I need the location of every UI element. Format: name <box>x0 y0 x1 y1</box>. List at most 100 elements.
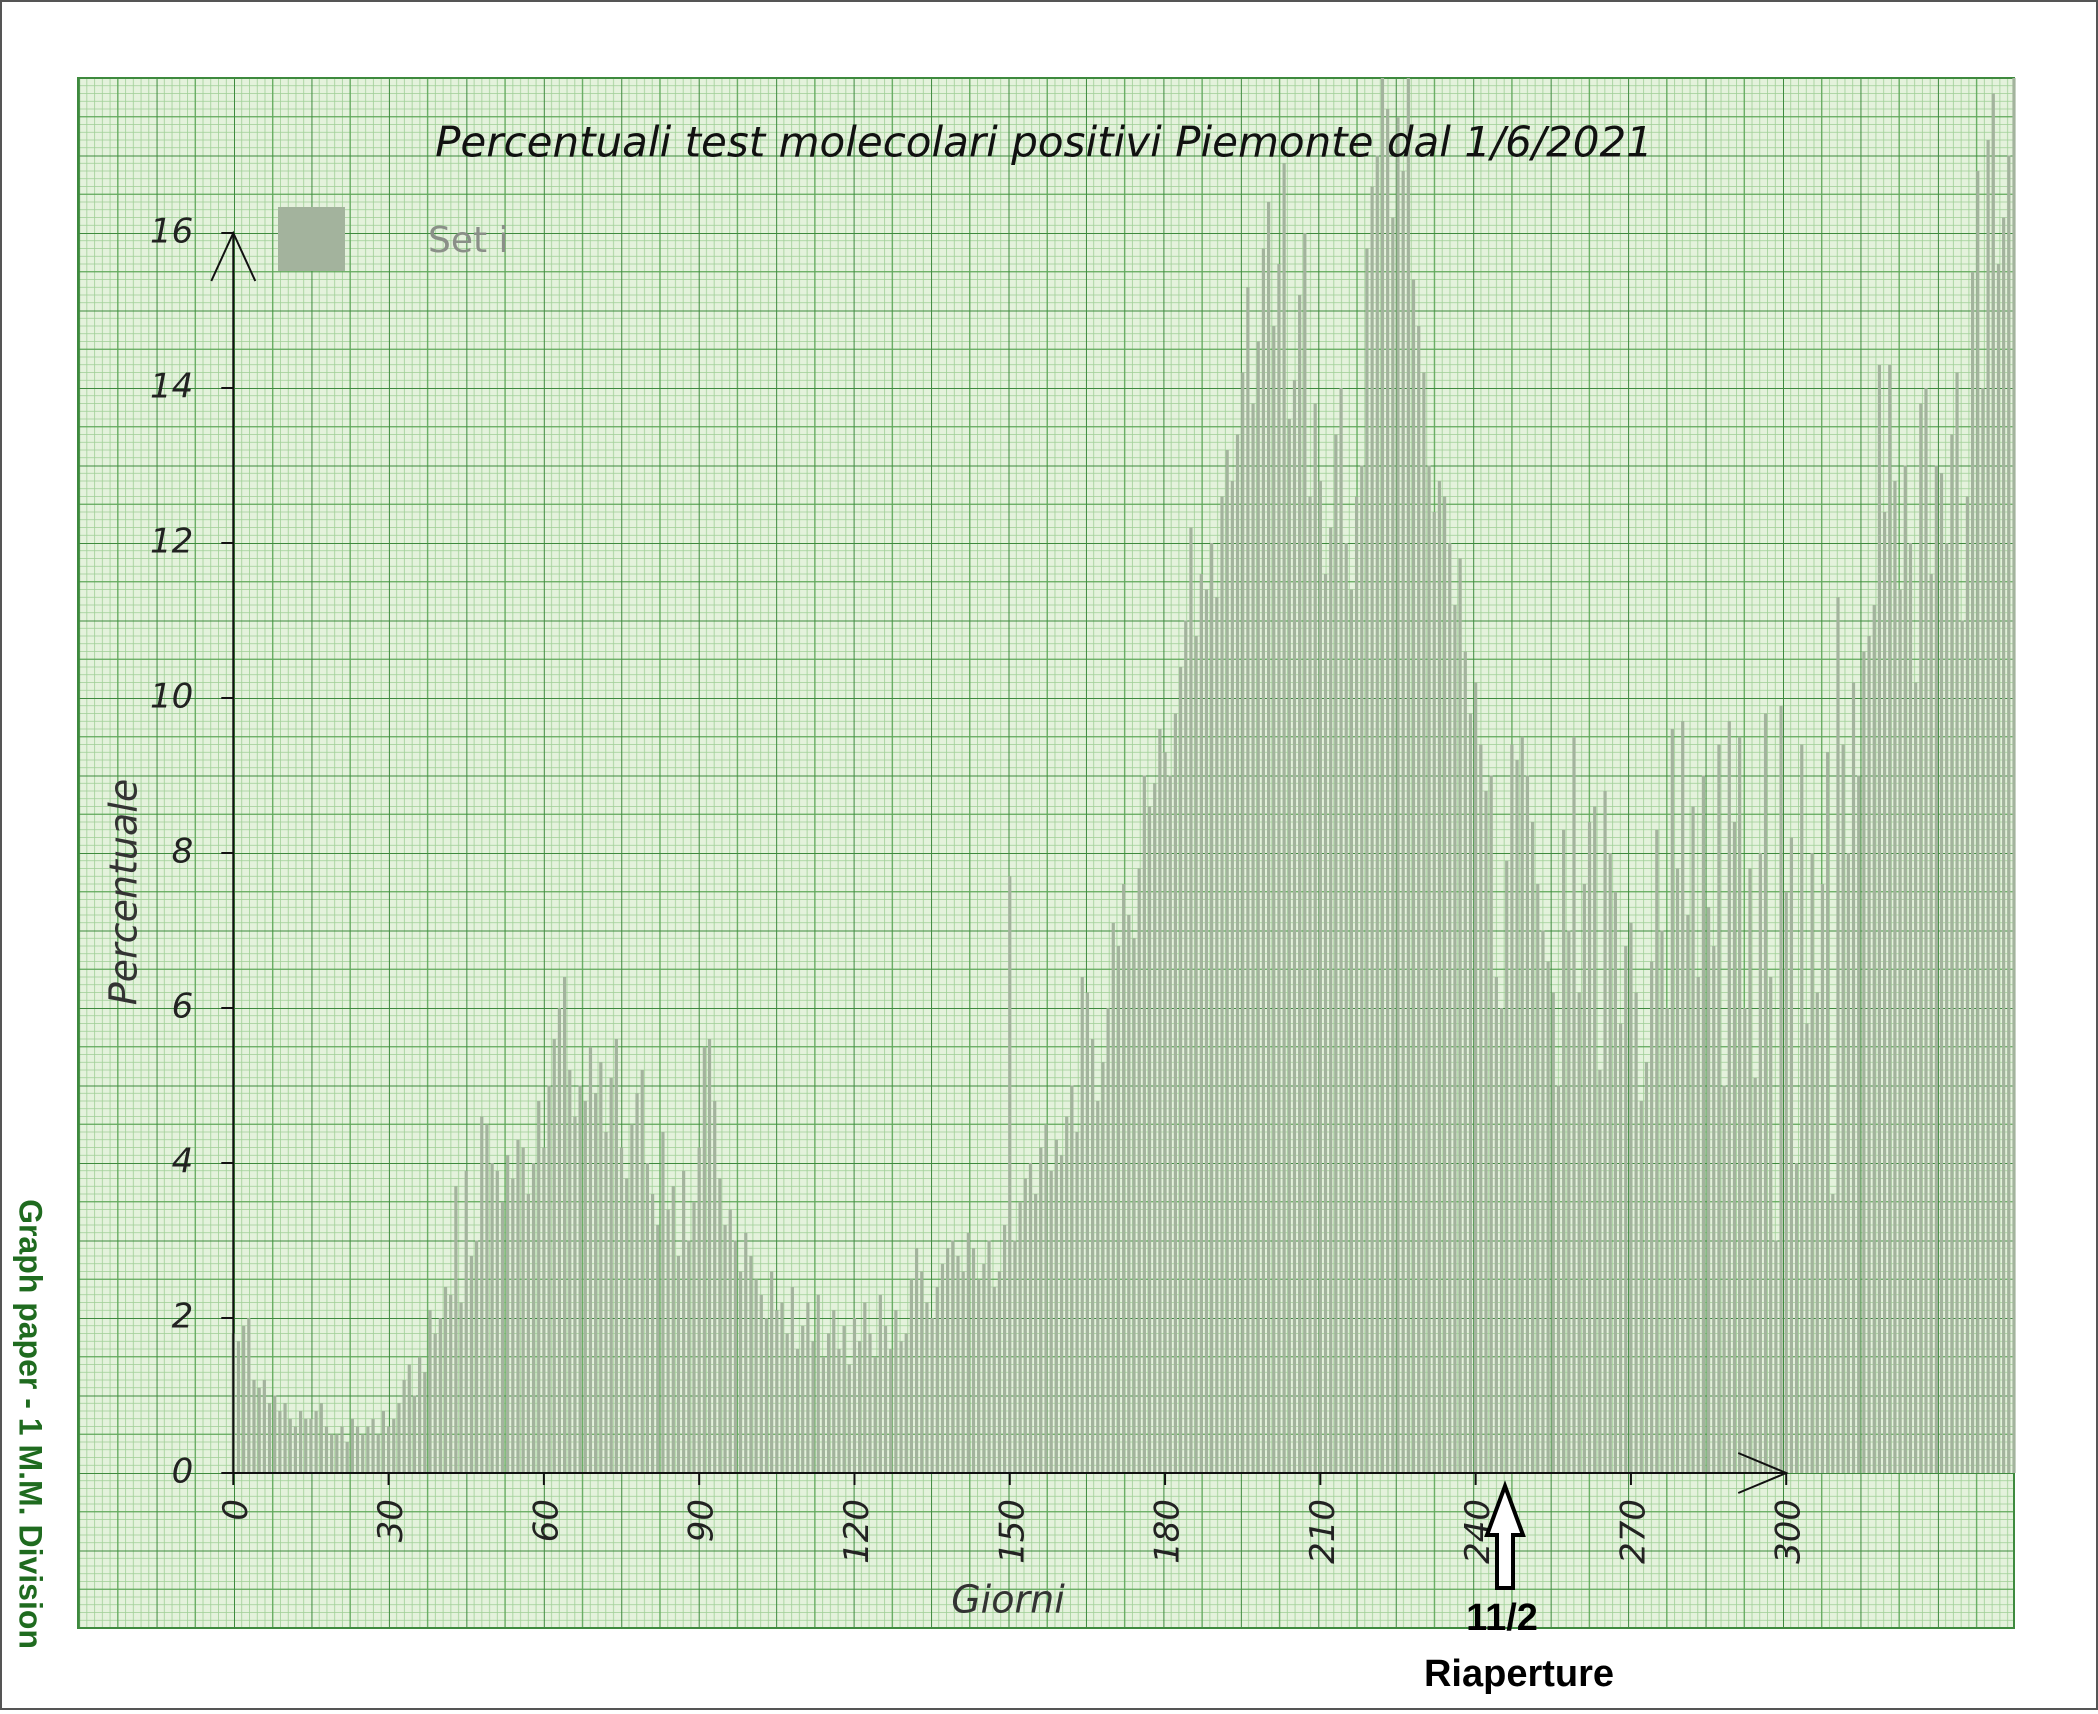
annotation-text: Riaperture <box>1424 1653 1614 1695</box>
bar <box>1442 496 1447 1473</box>
y-tick-label: 8 <box>172 832 194 872</box>
y-tick-label: 4 <box>172 1142 194 1182</box>
bar <box>1732 822 1737 1473</box>
bar <box>511 1178 515 1473</box>
bar <box>267 1403 272 1473</box>
bar <box>687 1240 691 1473</box>
bar <box>816 1294 820 1473</box>
bar <box>1898 589 1902 1473</box>
bar <box>971 1248 976 1473</box>
bar <box>619 1147 624 1473</box>
bar <box>1054 1139 1058 1473</box>
annotation-arrow <box>1484 1480 1526 1590</box>
bar <box>723 1225 727 1473</box>
bar <box>1774 1240 1778 1473</box>
bar <box>1163 752 1167 1473</box>
bar <box>1308 496 1312 1473</box>
bar <box>252 1380 256 1473</box>
bar <box>702 1046 706 1473</box>
bar <box>412 1395 417 1473</box>
bar <box>366 1426 370 1473</box>
bar <box>1028 1163 1033 1473</box>
bar <box>433 1333 437 1473</box>
bar <box>1360 465 1364 1473</box>
bar <box>1427 465 1431 1473</box>
bar <box>775 1310 779 1473</box>
bar <box>1722 1085 1726 1473</box>
bar <box>982 1263 986 1473</box>
bar <box>1489 775 1493 1473</box>
bar <box>1132 938 1136 1473</box>
bar <box>873 1356 877 1473</box>
bar <box>1070 1085 1074 1473</box>
bar <box>485 1124 489 1473</box>
bar <box>1970 271 1975 1473</box>
bar <box>1018 1201 1022 1473</box>
bar <box>966 1232 970 1473</box>
bar <box>883 1325 888 1473</box>
x-tick-label: 150 <box>992 1499 1032 1564</box>
bar <box>1230 481 1234 1473</box>
bar <box>1039 1147 1043 1473</box>
bar <box>1955 372 1959 1473</box>
bar <box>1277 264 1281 1473</box>
bar <box>1458 558 1462 1473</box>
bar <box>1215 597 1219 1473</box>
bar <box>588 1046 593 1473</box>
bar <box>247 1318 251 1473</box>
legend-label: Set i <box>428 220 509 261</box>
bar <box>500 1201 505 1473</box>
bar <box>1924 388 1928 1473</box>
bar <box>1981 388 1985 1473</box>
bar <box>645 1163 650 1473</box>
bar <box>1137 868 1141 1473</box>
bar <box>1753 1077 1757 1473</box>
bar <box>1499 1008 1504 1473</box>
bars <box>231 78 2016 1473</box>
bar <box>542 1147 546 1473</box>
bar <box>1934 465 1938 1473</box>
bar <box>324 1426 329 1473</box>
bar <box>1002 1225 1007 1473</box>
bar <box>257 1387 261 1473</box>
bar <box>1194 636 1198 1473</box>
bar <box>650 1194 655 1473</box>
bar <box>242 1325 246 1473</box>
bar <box>1261 248 1266 1473</box>
bar <box>754 1279 758 1473</box>
bar <box>335 1434 339 1473</box>
bar <box>1826 752 1830 1473</box>
y-tick-label: 0 <box>172 1452 194 1492</box>
bar <box>1354 496 1359 1473</box>
bar <box>1437 481 1442 1473</box>
bar <box>594 1093 598 1473</box>
bar <box>397 1403 401 1473</box>
bar <box>386 1426 391 1473</box>
bar <box>392 1418 396 1473</box>
bar <box>1784 891 1788 1473</box>
bar <box>1556 1085 1561 1473</box>
bar <box>1624 946 1628 1473</box>
bar <box>1603 791 1607 1473</box>
bar <box>1075 1132 1079 1473</box>
bar <box>1241 372 1245 1473</box>
bar <box>1049 1170 1053 1473</box>
x-tick-label: 30 <box>371 1499 411 1542</box>
y-tick-label: 2 <box>172 1297 194 1337</box>
bar <box>1065 1116 1069 1473</box>
bar <box>1292 380 1297 1473</box>
bar <box>1567 930 1571 1473</box>
bar <box>1665 1008 1669 1473</box>
paper-note: Graph paper - 1 M.M. Division <box>13 1199 49 1649</box>
bar <box>1691 806 1695 1473</box>
bar <box>1142 775 1146 1473</box>
bar <box>1344 543 1348 1473</box>
bar <box>1701 775 1706 1473</box>
bar <box>423 1372 427 1473</box>
bar <box>1204 589 1209 1473</box>
bar <box>1298 295 1302 1473</box>
bar <box>640 1070 644 1473</box>
bar <box>894 1310 898 1473</box>
bar <box>1173 713 1178 1473</box>
bar <box>744 1232 748 1473</box>
